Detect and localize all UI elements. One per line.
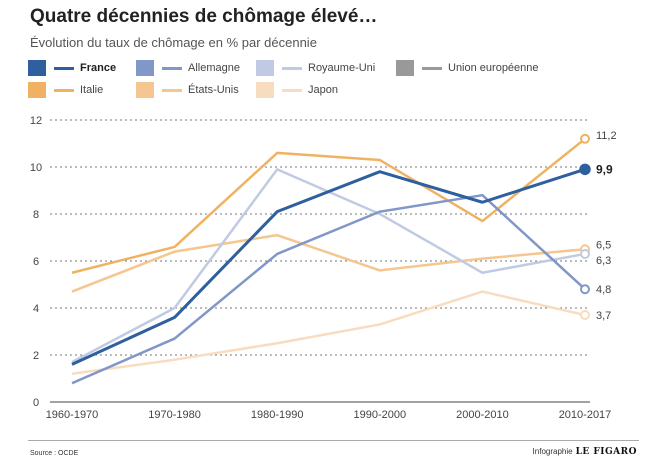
end-point-france (579, 163, 591, 176)
publisher-logo: LE FIGARO (575, 447, 637, 457)
x-tick-label: 1990-2000 (353, 409, 406, 421)
end-value-label-royaume-uni: 6,3 (596, 255, 611, 267)
end-value-label-italie: 11,2 (596, 130, 617, 142)
legend-swatch (256, 82, 274, 98)
x-tick-label: 1980-1990 (251, 409, 304, 421)
series-line-allemagne (71, 193, 586, 385)
legend-swatch (28, 60, 46, 76)
legend-line-sample (54, 66, 74, 70)
legend-swatch (396, 60, 414, 76)
x-tick-label: 1960-1970 (46, 409, 99, 421)
legend-line-sample (282, 66, 302, 70)
legend-item-italie: Italie (28, 81, 103, 99)
legend-line-sample (162, 66, 182, 70)
end-value-label-etats-unis: 6,5 (596, 239, 611, 251)
x-tick-label: 1970-1980 (148, 409, 201, 421)
end-point-allemagne (580, 284, 590, 295)
series-line-japon (71, 290, 586, 376)
legend-label: France (80, 62, 117, 74)
legend-swatch (28, 82, 46, 98)
y-tick-label: 12 (30, 115, 42, 127)
y-tick-label: 4 (33, 303, 39, 315)
series-line-italie (71, 137, 586, 274)
chart-title: Quatre décennies de chômage élevé… (30, 6, 378, 27)
legend: France Allemagne Royaume-Uni Union europ… (28, 59, 628, 103)
source-note: Source : OCDE (30, 450, 79, 457)
end-value-label-allemagne: 4,8 (596, 284, 611, 296)
legend-line-sample (162, 88, 182, 92)
y-tick-label: 8 (33, 209, 39, 221)
legend-swatch (256, 60, 274, 76)
end-point-royaume-uni (580, 248, 590, 259)
legend-label: Allemagne (188, 62, 240, 74)
series-line-france (71, 167, 586, 366)
legend-item-allemagne: Allemagne (136, 59, 240, 77)
end-point-italie (580, 133, 590, 144)
legend-line-sample (422, 66, 442, 70)
credit: Infographie LE FIGARO (533, 447, 637, 457)
legend-label: Union européenne (448, 62, 539, 74)
y-tick-label: 10 (30, 162, 42, 174)
legend-label: Royaume-Uni (308, 62, 376, 74)
y-tick-label: 2 (33, 350, 39, 362)
end-value-label-france: 9,9 (596, 162, 613, 176)
end-value-label-japon: 3,7 (596, 310, 611, 322)
legend-line-sample (282, 88, 302, 92)
legend-label: Italie (80, 84, 104, 96)
legend-swatch (136, 60, 154, 76)
y-tick-label: 0 (33, 397, 39, 409)
line-chart: 0 2 4 6 8 10 12 1960-1970 1970-1980 1980-1990 1990… (30, 115, 617, 421)
series-line-etats-unis (71, 233, 586, 293)
y-tick-label: 6 (33, 256, 39, 268)
legend-label: Japon (308, 84, 338, 96)
legend-item-japon: Japon (256, 81, 338, 99)
footer-divider (28, 440, 639, 441)
legend-item-etats-unis: États-Unis (136, 81, 239, 99)
legend-line-sample (54, 88, 74, 92)
legend-label: États-Unis (188, 84, 239, 96)
legend-item-royaume-uni: Royaume-Uni (256, 59, 375, 77)
x-tick-label: 2000-2010 (456, 409, 509, 421)
legend-item-france: France (28, 59, 116, 77)
end-point-japon (580, 310, 590, 321)
chart-subtitle: Évolution du taux de chômage en % par dé… (30, 35, 317, 50)
credit-label: Infographie (532, 447, 573, 456)
x-tick-label: 2010-2017 (559, 409, 612, 421)
legend-item-union-europeenne: Union européenne (396, 59, 539, 77)
legend-swatch (136, 82, 154, 98)
